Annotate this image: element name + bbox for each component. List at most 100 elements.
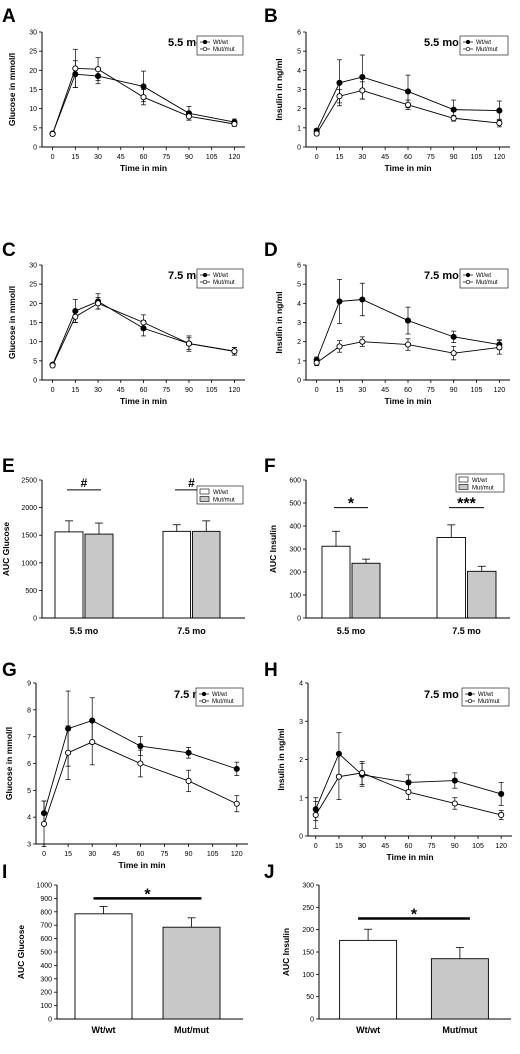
series-line xyxy=(43,720,237,814)
data-point xyxy=(336,93,343,100)
x-tick-label: 120 xyxy=(493,154,505,161)
x-tick-label: 90 xyxy=(185,387,193,394)
y-tick-label: 25 xyxy=(29,49,37,56)
y-tick-label: 1 xyxy=(299,795,303,802)
data-point xyxy=(404,101,412,108)
y-tick-label: 800 xyxy=(40,909,52,916)
y-axis-label: Insulin in ng/ml xyxy=(274,58,284,120)
x-tick-label: 60 xyxy=(140,387,148,394)
y-tick-label: 600 xyxy=(40,936,52,943)
series-line xyxy=(315,772,502,816)
data-point xyxy=(137,760,144,767)
legend-box xyxy=(196,268,244,289)
panel-letter: I xyxy=(2,862,7,883)
legend-marker xyxy=(465,279,471,285)
y-tick-label: 5 xyxy=(33,125,37,132)
y-tick-label: 700 xyxy=(40,923,52,930)
x-tick-label: 0 xyxy=(51,387,55,394)
x-tick-label: 90 xyxy=(450,387,458,394)
y-tick-label: 200 xyxy=(40,990,52,997)
legend-swatch xyxy=(458,476,469,483)
series-line xyxy=(52,302,235,366)
data-point xyxy=(451,800,458,807)
legend-marker xyxy=(467,691,473,697)
series-mut xyxy=(313,81,503,137)
x-tick-label: 120 xyxy=(229,154,241,161)
data-point xyxy=(312,811,319,819)
series-line xyxy=(52,67,235,135)
data-point xyxy=(496,107,503,114)
panel-letter: C xyxy=(2,240,16,261)
data-point xyxy=(95,66,102,73)
y-tick-label: 2500 xyxy=(21,478,37,485)
data-point xyxy=(140,83,147,90)
data-point xyxy=(65,749,72,756)
y-tick-label: 0 xyxy=(299,834,303,841)
y-tick-label: 0 xyxy=(48,1017,52,1024)
legend-label: Wt/wt xyxy=(472,478,487,484)
x-tick-label: 15 xyxy=(336,154,344,161)
x-tick-label: 30 xyxy=(358,387,366,394)
legend-label: Mut/mut xyxy=(478,699,500,705)
bar-wt xyxy=(321,545,351,619)
x-tick-label: 90 xyxy=(451,843,459,850)
legend-label: Wt/wt xyxy=(213,40,228,46)
series-wt xyxy=(313,54,503,134)
y-tick-label: 25 xyxy=(29,282,37,289)
y-tick-label: 150 xyxy=(302,950,314,957)
data-point xyxy=(359,73,366,81)
series-line xyxy=(43,741,237,825)
y-tick-label: 5 xyxy=(33,358,37,365)
x-tick-label: 45 xyxy=(117,154,125,161)
x-tick-label: 60 xyxy=(405,843,413,850)
legend-swatch xyxy=(199,496,210,502)
y-axis-label: Glucose in mmol/l xyxy=(7,53,17,126)
data-point xyxy=(72,313,79,320)
data-point xyxy=(313,130,320,137)
data-point xyxy=(450,115,457,122)
data-point xyxy=(185,777,192,784)
y-tick-label: 10 xyxy=(29,106,37,113)
y-tick-label: 600 xyxy=(289,478,301,485)
x-axis-label: Time in min xyxy=(120,396,167,406)
series-line xyxy=(316,341,500,364)
y-tick-label: 15 xyxy=(29,87,37,94)
x-tick-label: 105 xyxy=(471,387,483,394)
data-point xyxy=(450,106,457,113)
series-mut xyxy=(40,718,240,848)
data-point xyxy=(231,120,238,128)
y-tick-label: 2 xyxy=(297,339,301,346)
x-tick-label: 120 xyxy=(229,387,241,394)
bar-mut xyxy=(467,570,497,619)
x-tick-label: 60 xyxy=(404,154,412,161)
data-point xyxy=(335,773,342,780)
data-point xyxy=(313,359,320,366)
y-tick-label: 1500 xyxy=(21,533,37,540)
legend-label: Mut/mut xyxy=(213,280,235,286)
data-point xyxy=(49,130,56,138)
y-tick-label: 400 xyxy=(40,963,52,970)
legend-box xyxy=(461,687,510,707)
x-tick-label: 75 xyxy=(427,154,435,161)
significance-mark: *** xyxy=(457,496,476,513)
data-point xyxy=(185,113,192,120)
data-point xyxy=(359,338,366,345)
data-point xyxy=(185,340,192,347)
data-point xyxy=(185,749,192,756)
x-tick-label: 105 xyxy=(471,154,483,161)
y-tick-label: 30 xyxy=(29,263,37,270)
legend-marker xyxy=(202,46,208,52)
data-point xyxy=(450,350,457,357)
panel-letter: F xyxy=(264,456,276,477)
data-point xyxy=(89,738,96,746)
x-tick-label: 75 xyxy=(161,851,169,858)
y-tick-label: 1000 xyxy=(21,560,37,567)
y-tick-label: 100 xyxy=(289,593,301,600)
data-point xyxy=(336,343,343,350)
